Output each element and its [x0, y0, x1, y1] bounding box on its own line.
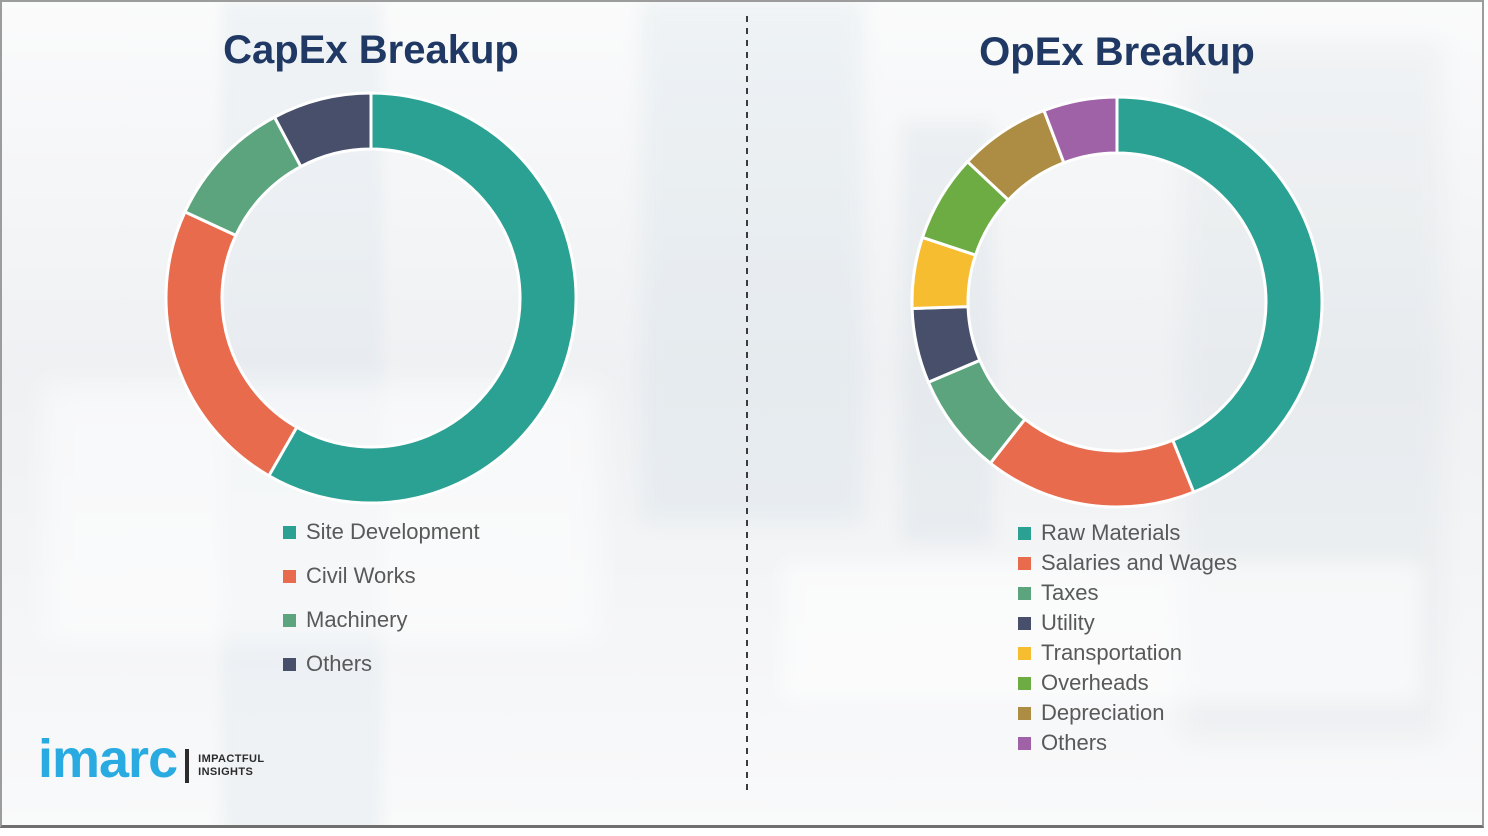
legend-swatch-machinery [283, 613, 296, 627]
legend-label: Overheads [1041, 670, 1149, 695]
legend-swatch-site-development [283, 525, 296, 539]
legend-item-overheads: Overheads [1018, 668, 1237, 698]
legend-swatch-others [1018, 736, 1031, 750]
donut-segment-others [273, 91, 373, 169]
legend-swatch-transportation [1018, 646, 1031, 660]
legend-label: Salaries and Wages [1041, 550, 1238, 575]
legend-label: Utility [1041, 610, 1095, 635]
legend-label: Raw Materials [1041, 520, 1181, 545]
dashed-divider-line [746, 16, 748, 792]
legend-swatch-civil-works [283, 569, 296, 583]
donut-segment-site-development [267, 91, 578, 505]
legend-item-salaries-and-wages: Salaries and Wages [1018, 548, 1237, 578]
legend-label: Others [306, 651, 373, 676]
legend-item-taxes: Taxes [1018, 578, 1237, 608]
legend-item-civil-works: Civil Works [283, 554, 480, 598]
imarc-logo-divider-bar [185, 749, 190, 783]
donut-segment-raw-materials [1115, 95, 1324, 494]
imarc-tagline-line1: IMPACTFUL [198, 753, 265, 765]
legend-swatch-depreciation [1018, 706, 1031, 720]
legend-item-transportation: Transportation [1018, 638, 1237, 668]
legend-swatch-utility [1018, 616, 1031, 630]
legend-item-machinery: Machinery [283, 598, 480, 642]
imarc-logo-tagline: IMPACTFUL INSIGHTS [198, 753, 264, 779]
donut-segment-others [1042, 95, 1119, 165]
legend-label: Taxes [1041, 580, 1099, 605]
capex-donut-chart [161, 88, 581, 508]
legend-label: Civil Works [306, 563, 416, 588]
donut-segment-civil-works [164, 210, 299, 478]
legend-item-others: Others [1018, 728, 1237, 758]
imarc-logo-wordmark: imarc [38, 729, 178, 789]
legend-item-others: Others [283, 642, 480, 686]
capex-chart-title: CapEx Breakup [223, 28, 519, 72]
imarc-logo: imarc IMPACTFUL INSIGHTS [38, 732, 264, 786]
legend-swatch-taxes [1018, 586, 1031, 600]
donut-segment-salaries-and-wages [988, 417, 1196, 509]
legend-swatch-others [283, 657, 296, 671]
legend-item-depreciation: Depreciation [1018, 698, 1237, 728]
legend-item-raw-materials: Raw Materials [1018, 518, 1237, 548]
legend-item-utility: Utility [1018, 608, 1237, 638]
legend-swatch-salaries-and-wages [1018, 556, 1031, 570]
legend-label: Machinery [306, 607, 408, 632]
legend-label: Depreciation [1041, 700, 1165, 725]
opex-legend: Raw Materials Salaries and Wages Taxes Util… [1018, 518, 1237, 758]
background-band [642, 2, 862, 522]
opex-donut-chart [907, 92, 1327, 512]
legend-label: Others [1041, 730, 1108, 755]
legend-label: Site Development [306, 519, 480, 544]
legend-swatch-raw-materials [1018, 526, 1031, 540]
opex-chart-title: OpEx Breakup [979, 30, 1255, 74]
legend-label: Transportation [1041, 640, 1183, 665]
legend-swatch-overheads [1018, 676, 1031, 690]
capex-legend: Site Development Civil Works Machinery Othe… [283, 510, 480, 686]
legend-item-site-development: Site Development [283, 510, 480, 554]
imarc-tagline-line2: INSIGHTS [198, 766, 254, 778]
